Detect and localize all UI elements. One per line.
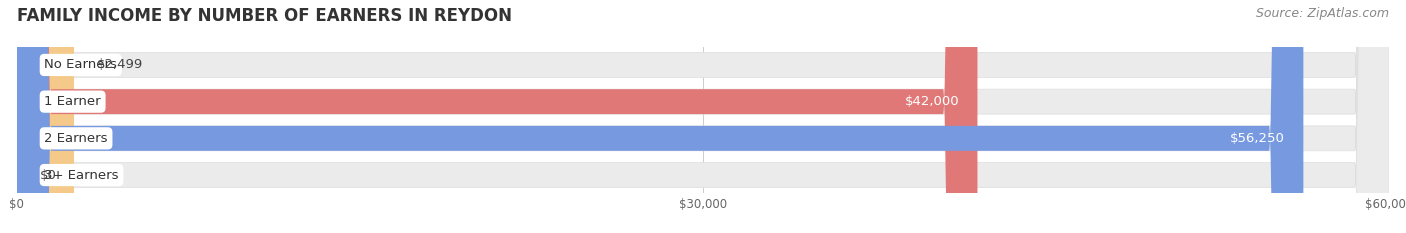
Text: FAMILY INCOME BY NUMBER OF EARNERS IN REYDON: FAMILY INCOME BY NUMBER OF EARNERS IN RE… bbox=[17, 7, 512, 25]
Text: 1 Earner: 1 Earner bbox=[45, 95, 101, 108]
FancyBboxPatch shape bbox=[17, 0, 1303, 233]
Text: $0: $0 bbox=[39, 168, 56, 182]
FancyBboxPatch shape bbox=[17, 0, 977, 233]
Text: $2,499: $2,499 bbox=[97, 58, 143, 72]
Text: No Earners: No Earners bbox=[45, 58, 117, 72]
Text: $42,000: $42,000 bbox=[904, 95, 959, 108]
FancyBboxPatch shape bbox=[17, 0, 1389, 233]
Text: $56,250: $56,250 bbox=[1230, 132, 1285, 145]
Text: 2 Earners: 2 Earners bbox=[45, 132, 108, 145]
FancyBboxPatch shape bbox=[17, 0, 1389, 233]
FancyBboxPatch shape bbox=[17, 0, 75, 233]
FancyBboxPatch shape bbox=[17, 0, 1389, 233]
Text: 3+ Earners: 3+ Earners bbox=[45, 168, 120, 182]
FancyBboxPatch shape bbox=[17, 0, 1389, 233]
Text: Source: ZipAtlas.com: Source: ZipAtlas.com bbox=[1256, 7, 1389, 20]
